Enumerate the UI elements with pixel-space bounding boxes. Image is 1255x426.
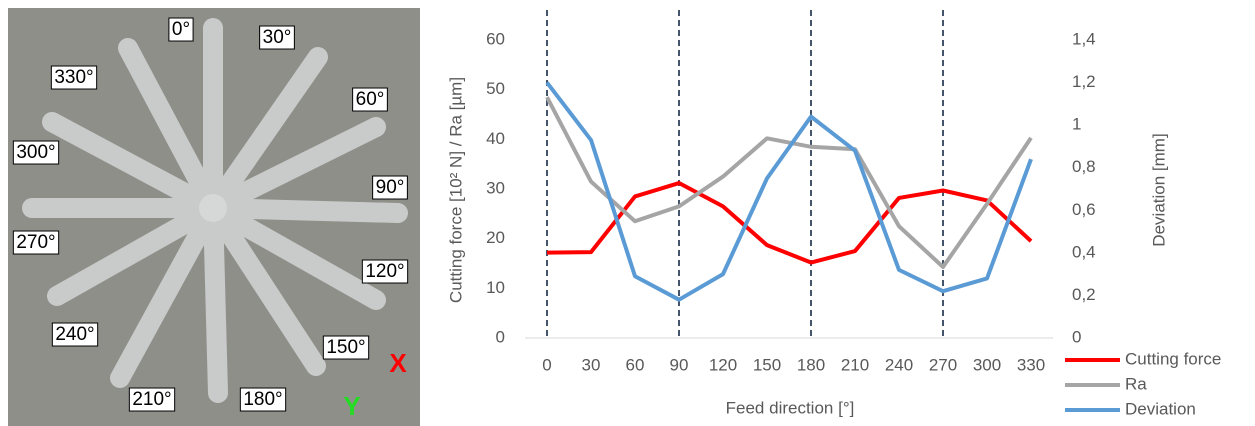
y2-tick-label: 0,4 [1072, 242, 1096, 261]
x-tick-label: 60 [626, 355, 645, 374]
x-tick-label: 240 [885, 355, 913, 374]
y-tick-label: 10 [486, 278, 505, 297]
y-tick-label: 50 [486, 79, 505, 98]
x-tick-label: 0 [542, 355, 551, 374]
y-axis-label: Y [343, 391, 360, 421]
page: 0° 30° 60° 90° 120° 150° 180° 210° 240° 270° 300° 3… [0, 0, 1255, 426]
y2-tick-label: 1,2 [1072, 72, 1096, 91]
y2-tick-label: 0 [1072, 327, 1081, 346]
x-tick-label: 300 [973, 355, 1001, 374]
y-tick-label: 20 [486, 228, 505, 247]
y-title: Cutting force [10² N] / Ra [µm] [446, 77, 465, 303]
angle-label: 150° [326, 337, 365, 358]
angle-label: 270° [16, 232, 55, 253]
angle-label: 30° [263, 27, 292, 48]
y-tick-label: 40 [486, 129, 505, 148]
center [199, 194, 227, 222]
angle-label: 210° [132, 389, 171, 410]
y-tick-label: 30 [486, 178, 505, 197]
y-tick-label: 0 [496, 327, 505, 346]
groove [213, 208, 218, 393]
x-axis-label: X [389, 348, 407, 378]
y-tick-label: 60 [486, 29, 505, 48]
x-title: Feed direction [°] [726, 398, 855, 417]
figure: 0° 30° 60° 90° 120° 150° 180° 210° 240° 270° 300° 3… [0, 0, 1255, 426]
y2-tick-label: 0,8 [1072, 157, 1096, 176]
x-tick-label: 30 [582, 355, 601, 374]
angle-label: 330° [54, 67, 93, 88]
x-tick-label: 210 [841, 355, 869, 374]
y2-tick-label: 0,6 [1072, 200, 1096, 219]
series-line [547, 97, 1031, 267]
angle-label: 90° [376, 177, 405, 198]
angle-label: 0° [172, 19, 190, 40]
legend-label: Deviation [1125, 399, 1196, 418]
legend-label: Cutting force [1125, 349, 1221, 368]
x-tick-label: 150 [753, 355, 781, 374]
angle-label: 180° [243, 389, 282, 410]
angle-label: 240° [55, 324, 94, 345]
x-tick-label: 90 [670, 355, 689, 374]
angle-label: 300° [16, 142, 55, 163]
y2-tick-label: 0,2 [1072, 285, 1096, 304]
y2-tick-label: 1 [1072, 115, 1081, 134]
angle-label: 60° [356, 89, 385, 110]
x-tick-label: 180 [797, 355, 825, 374]
y2-tick-label: 1,4 [1072, 29, 1096, 48]
series-line [547, 83, 1031, 300]
x-tick-label: 120 [709, 355, 737, 374]
x-tick-label: 270 [929, 355, 957, 374]
angle-label: 120° [365, 261, 404, 282]
y2-title: Deviation [mm] [1149, 133, 1168, 246]
legend-label: Ra [1125, 374, 1147, 393]
x-tick-label: 330 [1017, 355, 1045, 374]
